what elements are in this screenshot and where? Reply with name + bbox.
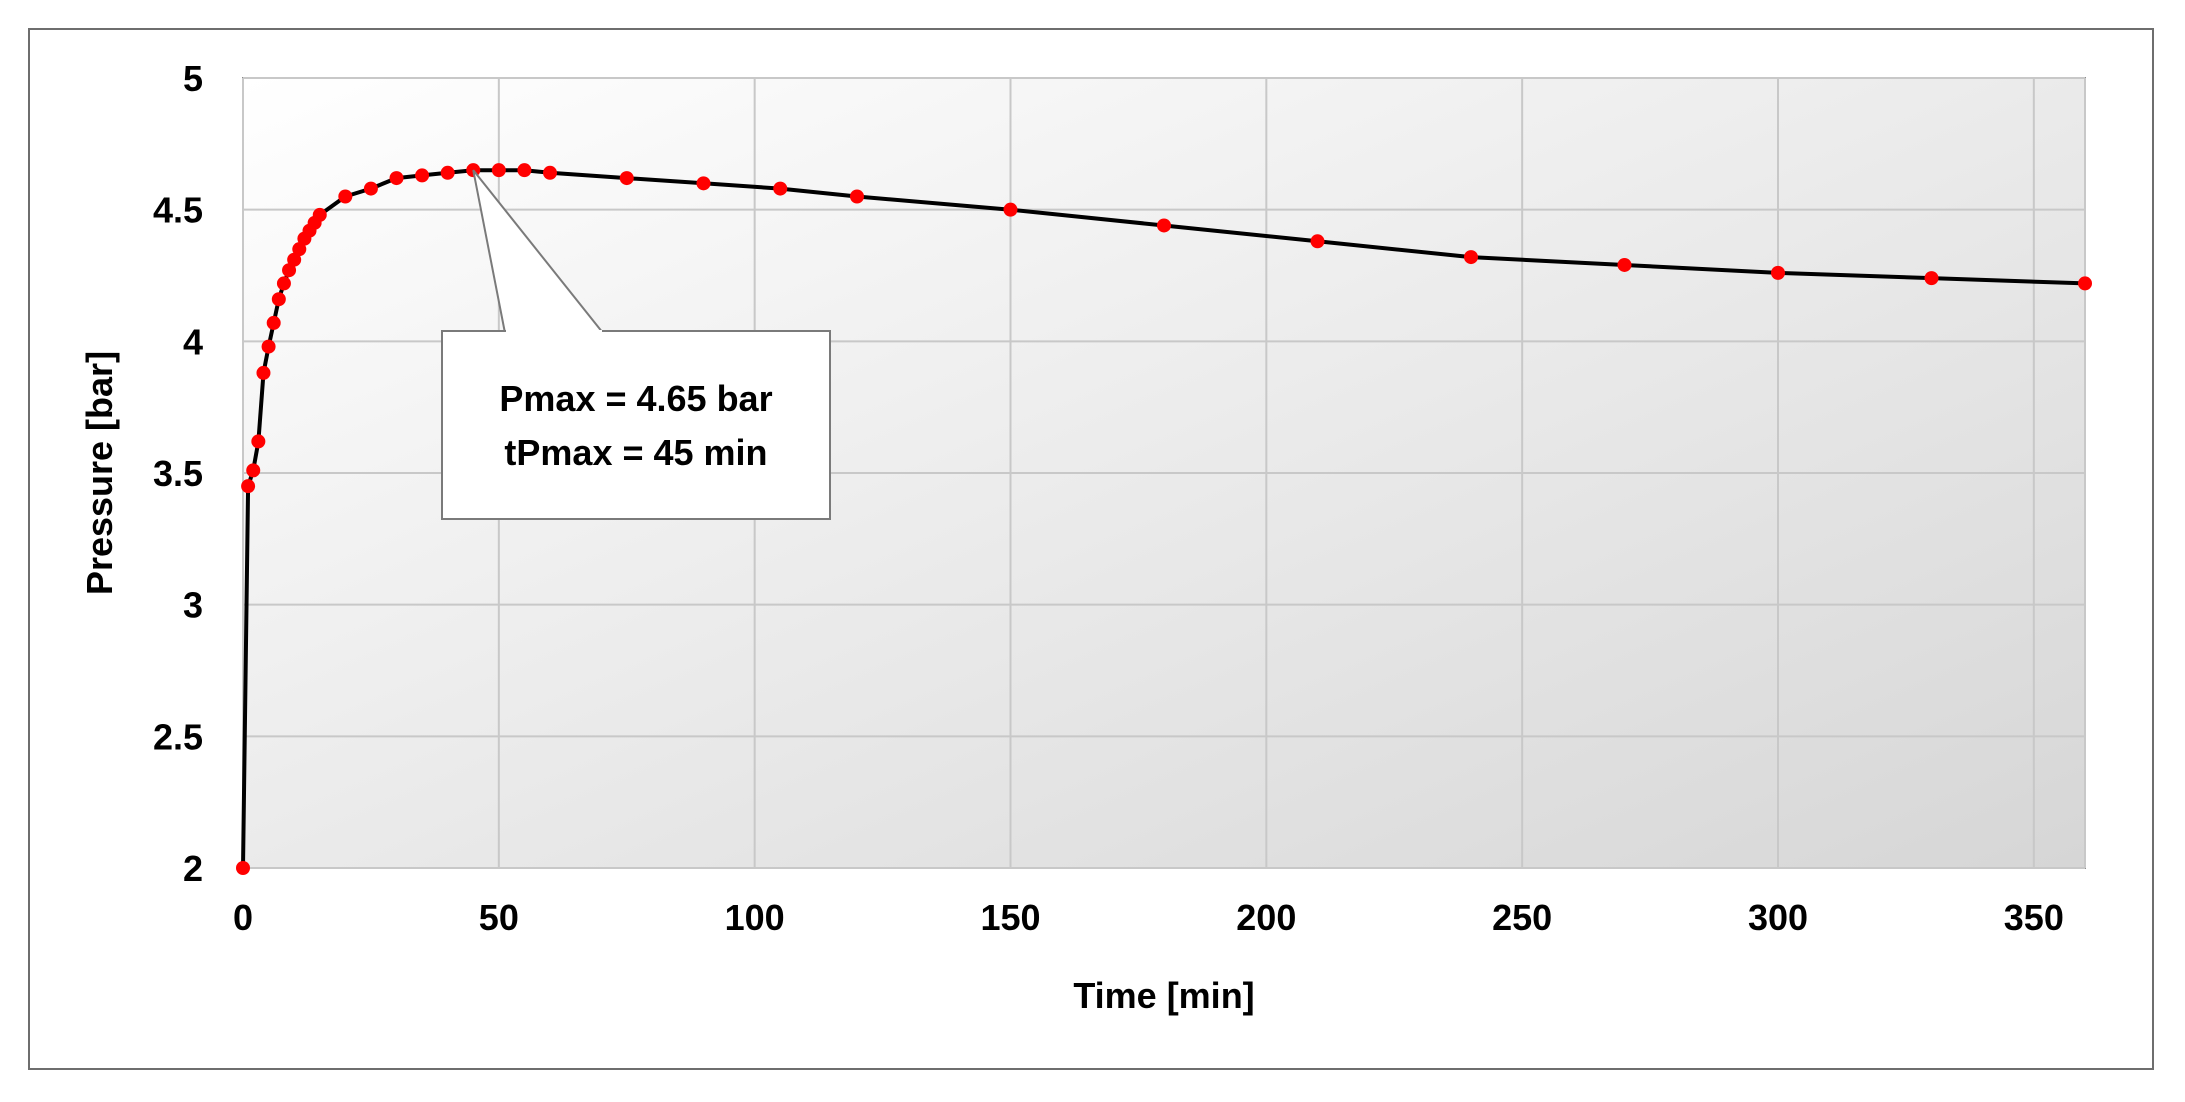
y-tick-label: 4.5	[153, 190, 203, 231]
data-point	[256, 365, 271, 380]
data-point	[276, 276, 291, 291]
pmax-callout: Pmax = 4.65 bar tPmax = 45 min	[441, 169, 831, 520]
callout-pmax-label: Pmax = 4.65 bar	[499, 378, 772, 419]
data-point	[440, 165, 455, 180]
data-point	[2078, 276, 2092, 291]
data-point	[1003, 202, 1018, 217]
y-tick-label: 3	[183, 585, 203, 626]
data-point	[282, 263, 297, 278]
data-point	[363, 181, 378, 196]
data-point	[1771, 265, 1785, 280]
data-point	[251, 434, 266, 449]
x-axis-ticks: 0 50 100 150 200 250 300 350	[233, 897, 2064, 938]
data-point	[241, 479, 256, 494]
data-point	[619, 171, 634, 186]
data-point	[491, 163, 506, 178]
x-tick-label: 250	[1492, 897, 1552, 938]
y-tick-label: 2	[183, 848, 203, 889]
x-tick-label: 300	[1748, 897, 1808, 938]
x-axis-title: Time [min]	[1073, 975, 1254, 1016]
callout-box	[441, 330, 831, 520]
data-point	[312, 207, 327, 222]
x-tick-label: 200	[1236, 897, 1296, 938]
y-axis-title: Pressure [bar]	[79, 351, 120, 595]
data-point	[389, 171, 404, 186]
data-point	[1464, 250, 1478, 265]
x-tick-label: 50	[479, 897, 519, 938]
data-point	[246, 463, 261, 478]
y-tick-label: 5	[183, 58, 203, 99]
data-point	[1924, 271, 1939, 286]
data-point	[1310, 234, 1325, 249]
x-tick-label: 150	[980, 897, 1040, 938]
data-point	[415, 168, 430, 183]
data-point	[292, 242, 307, 257]
x-tick-label: 100	[725, 897, 785, 938]
data-markers	[236, 163, 2092, 875]
data-point	[271, 292, 286, 307]
x-tick-label: 350	[2004, 897, 2064, 938]
y-tick-label: 2.5	[153, 716, 203, 757]
x-tick-label: 0	[233, 897, 253, 938]
data-point	[1157, 218, 1171, 233]
callout-pointer-gap	[506, 330, 602, 334]
data-point	[543, 165, 557, 180]
y-axis-ticks: 2 2.5 3 3.5 4 4.5 5	[153, 58, 203, 889]
data-point	[773, 181, 788, 196]
data-point	[287, 252, 302, 267]
data-point	[517, 163, 532, 178]
callout-tpmax-label: tPmax = 45 min	[504, 432, 767, 473]
data-point	[850, 189, 864, 204]
data-point	[696, 176, 711, 191]
y-tick-label: 4	[183, 321, 203, 362]
y-tick-label: 3.5	[153, 453, 203, 494]
data-point	[266, 315, 281, 330]
data-point	[338, 189, 353, 204]
data-point	[1617, 257, 1632, 272]
data-point	[236, 861, 250, 875]
data-point	[261, 339, 276, 354]
